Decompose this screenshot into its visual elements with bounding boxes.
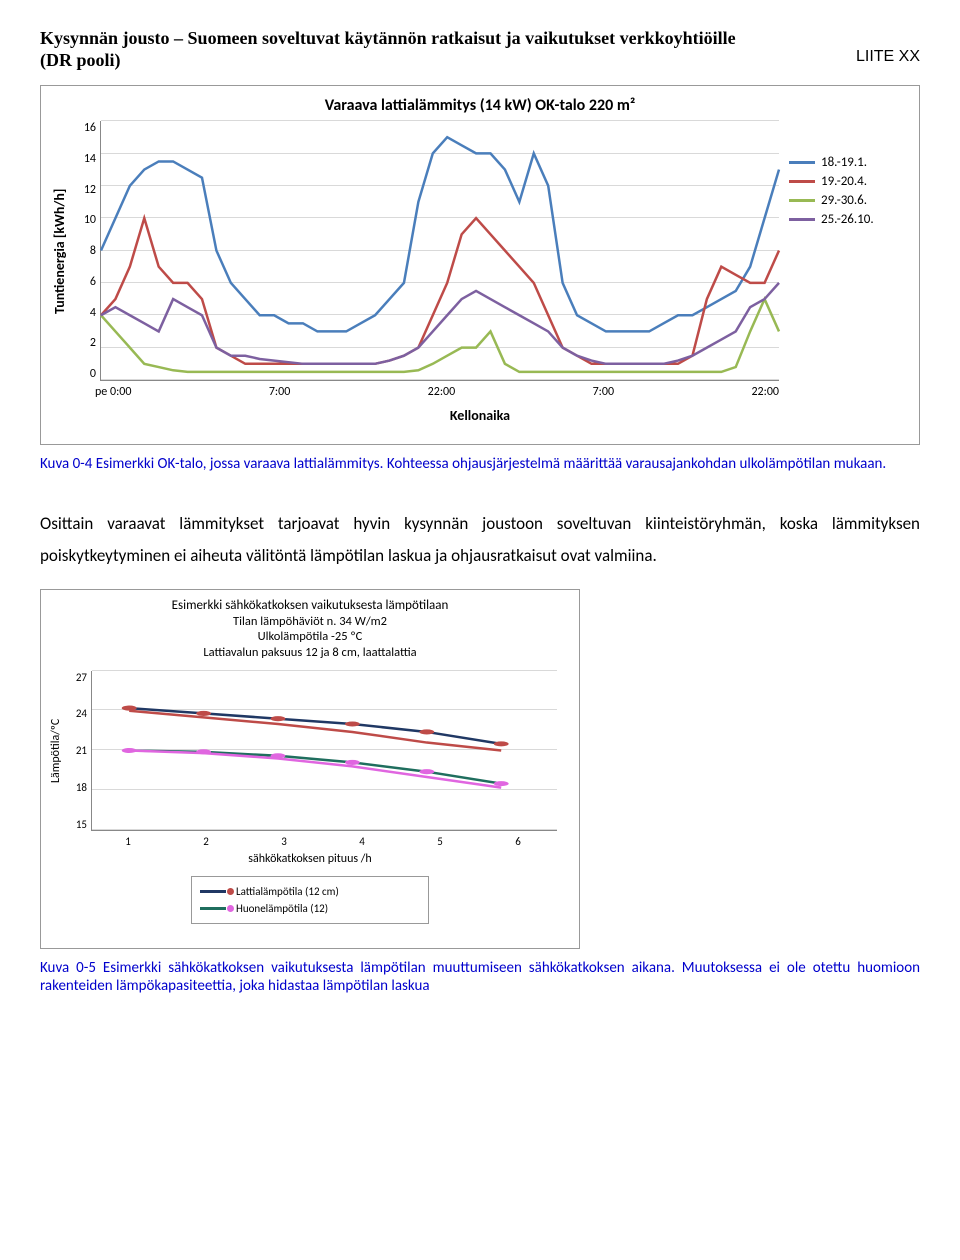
chart-1-ylabel: Tuntienergia [kWh/h] <box>51 121 68 381</box>
chart-2-title-line: Esimerkki sähkökatkoksen vaikutuksesta l… <box>49 598 571 614</box>
xtick-label: 5 <box>437 835 443 848</box>
chart-2-ylabel: Lämpötila/ºC <box>49 671 63 831</box>
chart-2: Esimerkki sähkökatkoksen vaikutuksesta l… <box>40 589 580 949</box>
header-liite: LIITE XX <box>856 48 920 66</box>
ytick-label: 16 <box>84 121 96 135</box>
header-title: Kysynnän jousto – Suomeen soveltuvat käy… <box>40 28 740 71</box>
xtick-label: 7:00 <box>269 385 290 399</box>
legend-item: Huonelämpötila (12) <box>200 902 420 915</box>
legend-item: 29.-30.6. <box>789 193 909 208</box>
ytick-label: 0 <box>90 367 96 381</box>
body-paragraph: Osittain varaavat lämmitykset tarjoavat … <box>40 508 920 573</box>
legend-label: 18.-19.1. <box>821 155 867 170</box>
ytick-label: 15 <box>76 818 87 831</box>
xtick-label: 1 <box>125 835 131 848</box>
ytick-label: 14 <box>84 152 96 166</box>
caption-1: Kuva 0-4 Esimerkki OK-talo, jossa varaav… <box>40 455 920 474</box>
legend-label: 25.-26.10. <box>821 212 874 227</box>
legend-marker-icon <box>227 888 234 895</box>
chart-1-plot-area: Tuntienergia [kWh/h] 16 14 12 10 8 6 4 2 0 18.-1… <box>51 121 909 381</box>
chart-2-plot-area: Lämpötila/ºC 27 24 21 18 15 <box>49 671 571 831</box>
legend-item: 18.-19.1. <box>789 155 909 170</box>
legend-label: 19.-20.4. <box>821 174 867 189</box>
chart-2-title-line: Tilan lämpöhäviöt n. 34 W/m2 <box>49 614 571 630</box>
legend-swatch <box>789 180 815 183</box>
chart-1-xaxis: pe 0:00 7:00 22:00 7:00 22:00 <box>95 381 779 399</box>
ytick-label: 18 <box>76 781 87 794</box>
xtick-label: 7:00 <box>593 385 614 399</box>
chart-1: Varaava lattialämmitys (14 kW) OK-talo 2… <box>40 85 920 445</box>
chart-1-title: Varaava lattialämmitys (14 kW) OK-talo 2… <box>51 96 909 115</box>
legend-label: Huonelämpötila (12) <box>236 902 328 915</box>
xtick-label: 22:00 <box>751 385 779 399</box>
ytick-label: 4 <box>90 306 96 320</box>
page-header: Kysynnän jousto – Suomeen soveltuvat käy… <box>40 28 920 71</box>
xtick-label: 22:00 <box>428 385 456 399</box>
legend-label: 29.-30.6. <box>821 193 867 208</box>
xtick-label: 4 <box>359 835 365 848</box>
ytick-label: 24 <box>76 707 87 720</box>
legend-swatch <box>789 161 815 164</box>
xtick-label: pe 0:00 <box>95 385 131 399</box>
chart-2-yaxis: 27 24 21 18 15 <box>63 671 91 831</box>
legend-swatch <box>789 199 815 202</box>
ytick-label: 21 <box>76 744 87 757</box>
chart-2-xlabel: sähkökatkoksen pituus /h <box>49 852 571 866</box>
legend-item: Lattialämpötila (12 cm) <box>200 885 420 898</box>
chart-2-legend: Lattialämpötila (12 cm) Huonelämpötila (1… <box>191 876 429 924</box>
ytick-label: 2 <box>90 336 96 350</box>
legend-swatch <box>789 218 815 221</box>
xtick-label: 3 <box>281 835 287 848</box>
xtick-label: 2 <box>203 835 209 848</box>
legend-marker-icon <box>227 905 234 912</box>
legend-swatch <box>200 907 226 910</box>
ytick-label: 27 <box>76 671 87 684</box>
ytick-label: 10 <box>84 213 96 227</box>
chart-2-title-line: Ulkolämpötila -25 ºC <box>49 629 571 645</box>
chart-2-canvas <box>91 671 557 831</box>
chart-1-xlabel: Kellonaika <box>51 407 909 424</box>
chart-1-canvas <box>100 121 779 381</box>
legend-label: Lattialämpötila (12 cm) <box>236 885 339 898</box>
chart-1-yaxis: 16 14 12 10 8 6 4 2 0 <box>68 121 100 381</box>
ytick-label: 6 <box>90 275 96 289</box>
chart-2-title-line: Lattiavalun paksuus 12 ja 8 cm, laattala… <box>49 645 571 661</box>
chart-2-titles: Esimerkki sähkökatkoksen vaikutuksesta l… <box>49 598 571 661</box>
xtick-label: 6 <box>515 835 521 848</box>
legend-item: 19.-20.4. <box>789 174 909 189</box>
legend-swatch <box>200 890 226 893</box>
caption-2: Kuva 0-5 Esimerkki sähkökatkoksen vaikut… <box>40 959 920 997</box>
chart-2-xaxis: 1 2 3 4 5 6 <box>89 831 557 848</box>
ytick-label: 8 <box>90 244 96 258</box>
ytick-label: 12 <box>84 183 96 197</box>
chart-1-legend: 18.-19.1. 19.-20.4. 29.-30.6. 25.-26.10. <box>789 121 909 381</box>
legend-item: 25.-26.10. <box>789 212 909 227</box>
